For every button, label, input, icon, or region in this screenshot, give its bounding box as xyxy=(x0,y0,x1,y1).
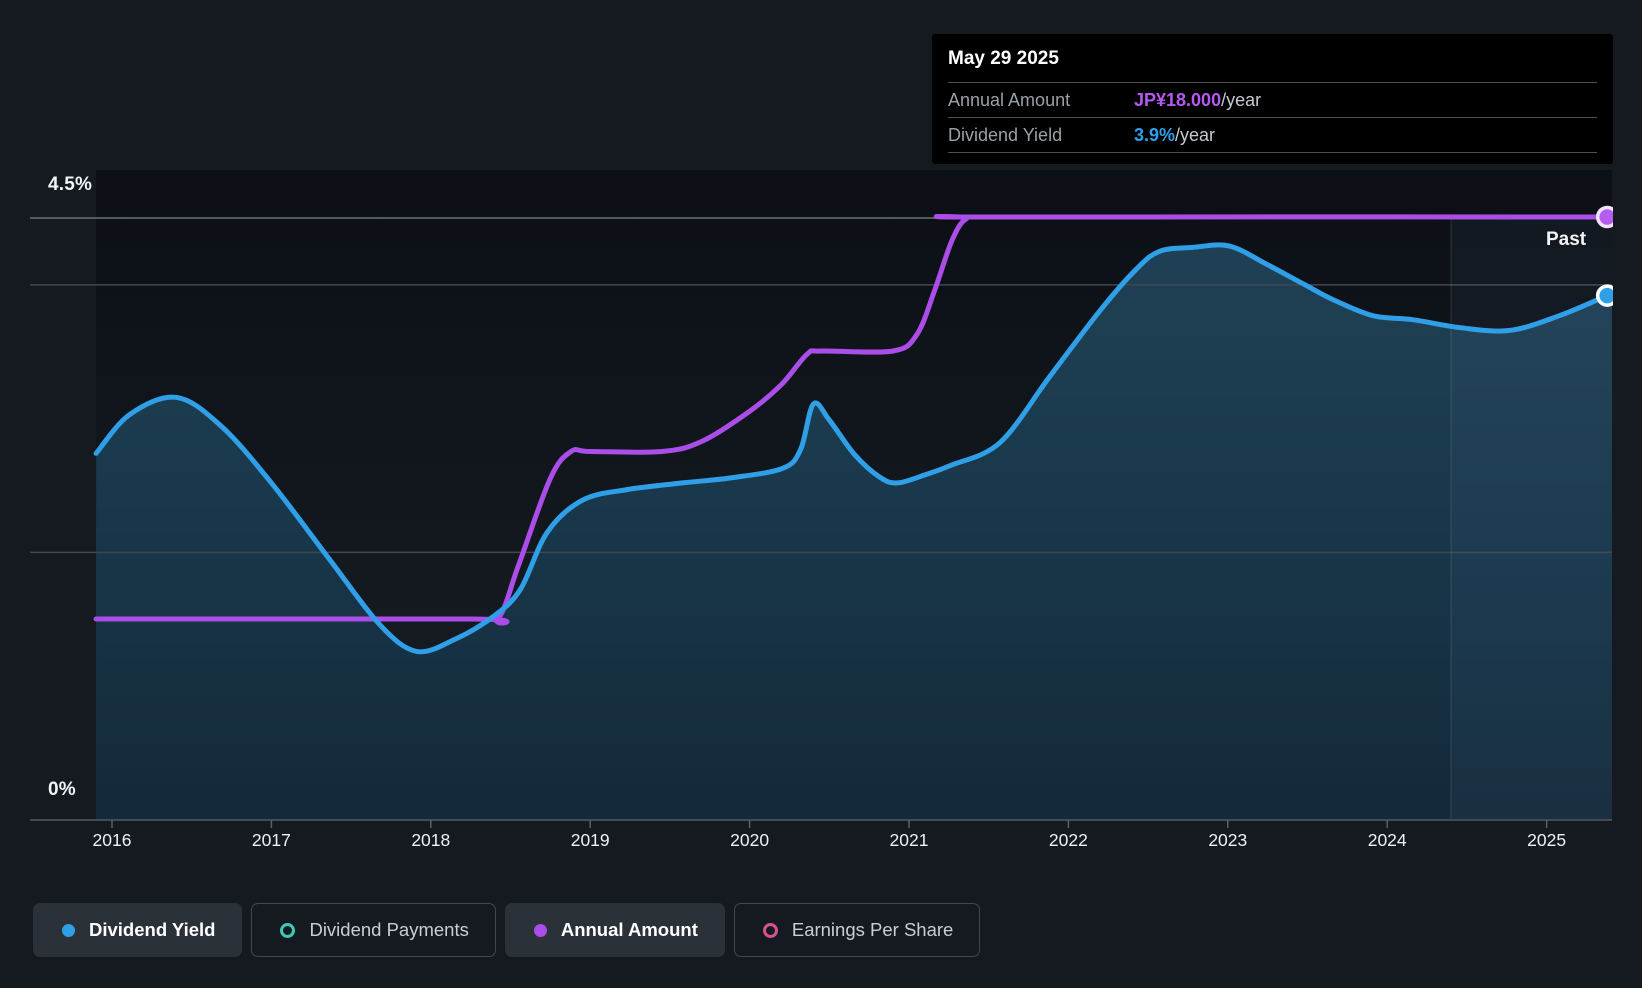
x-axis-label-2020: 2020 xyxy=(730,830,770,850)
tooltip-label: Annual Amount xyxy=(948,89,1071,110)
x-axis-label-2025: 2025 xyxy=(1527,830,1567,850)
legend-dot-icon xyxy=(62,923,75,937)
legend-toggle-annual-amount[interactable]: Annual Amount xyxy=(504,903,725,957)
tooltip-date: May 29 2025 xyxy=(948,34,1597,83)
legend-label: Dividend Yield xyxy=(89,919,216,940)
tooltip-row-annual-amount: Annual Amount JP¥18.000 /year xyxy=(948,83,1597,118)
tooltip-label: Dividend Yield xyxy=(948,124,1063,145)
legend-dot-icon xyxy=(533,923,547,937)
tooltip-suffix: /year xyxy=(1175,124,1216,145)
x-axis-label-2018: 2018 xyxy=(411,830,451,850)
legend-ring-icon xyxy=(280,922,296,938)
legend-label: Annual Amount xyxy=(560,919,698,940)
tooltip-padding xyxy=(948,153,1597,164)
legend-toggle-earnings-per-share[interactable]: Earnings Per Share xyxy=(733,903,981,957)
legend-toggle-dividend-payments[interactable]: Dividend Payments xyxy=(251,903,496,957)
chart-tooltip: May 29 2025 Annual Amount JP¥18.000 /yea… xyxy=(932,34,1613,164)
x-axis-label-2022: 2022 xyxy=(1048,830,1088,850)
x-axis-label-2021: 2021 xyxy=(889,830,929,850)
past-label: Past xyxy=(1546,229,1587,250)
x-axis-label-2019: 2019 xyxy=(570,830,610,850)
tooltip-suffix: /year xyxy=(1221,89,1262,110)
x-axis-label-2024: 2024 xyxy=(1367,830,1407,850)
y-axis-label-max: 4.5% xyxy=(48,174,93,195)
y-axis-label-zero: 0% xyxy=(48,779,76,800)
tooltip-value: JP¥18.000 xyxy=(1134,89,1222,110)
x-axis-label-2016: 2016 xyxy=(92,830,132,850)
x-axis-label-2017: 2017 xyxy=(251,830,291,850)
legend-toggle-dividend-yield[interactable]: Dividend Yield xyxy=(33,903,243,957)
tooltip-row-dividend-yield: Dividend Yield 3.9% /year xyxy=(948,118,1597,153)
x-axis-label-2023: 2023 xyxy=(1208,830,1248,850)
legend-label: Earnings Per Share xyxy=(791,919,954,940)
legend-ring-icon xyxy=(762,922,778,938)
tooltip-value: 3.9% xyxy=(1134,124,1176,145)
chart-legend: Dividend Yield Dividend Payments Annual Am… xyxy=(33,903,981,957)
legend-label: Dividend Payments xyxy=(309,919,469,940)
